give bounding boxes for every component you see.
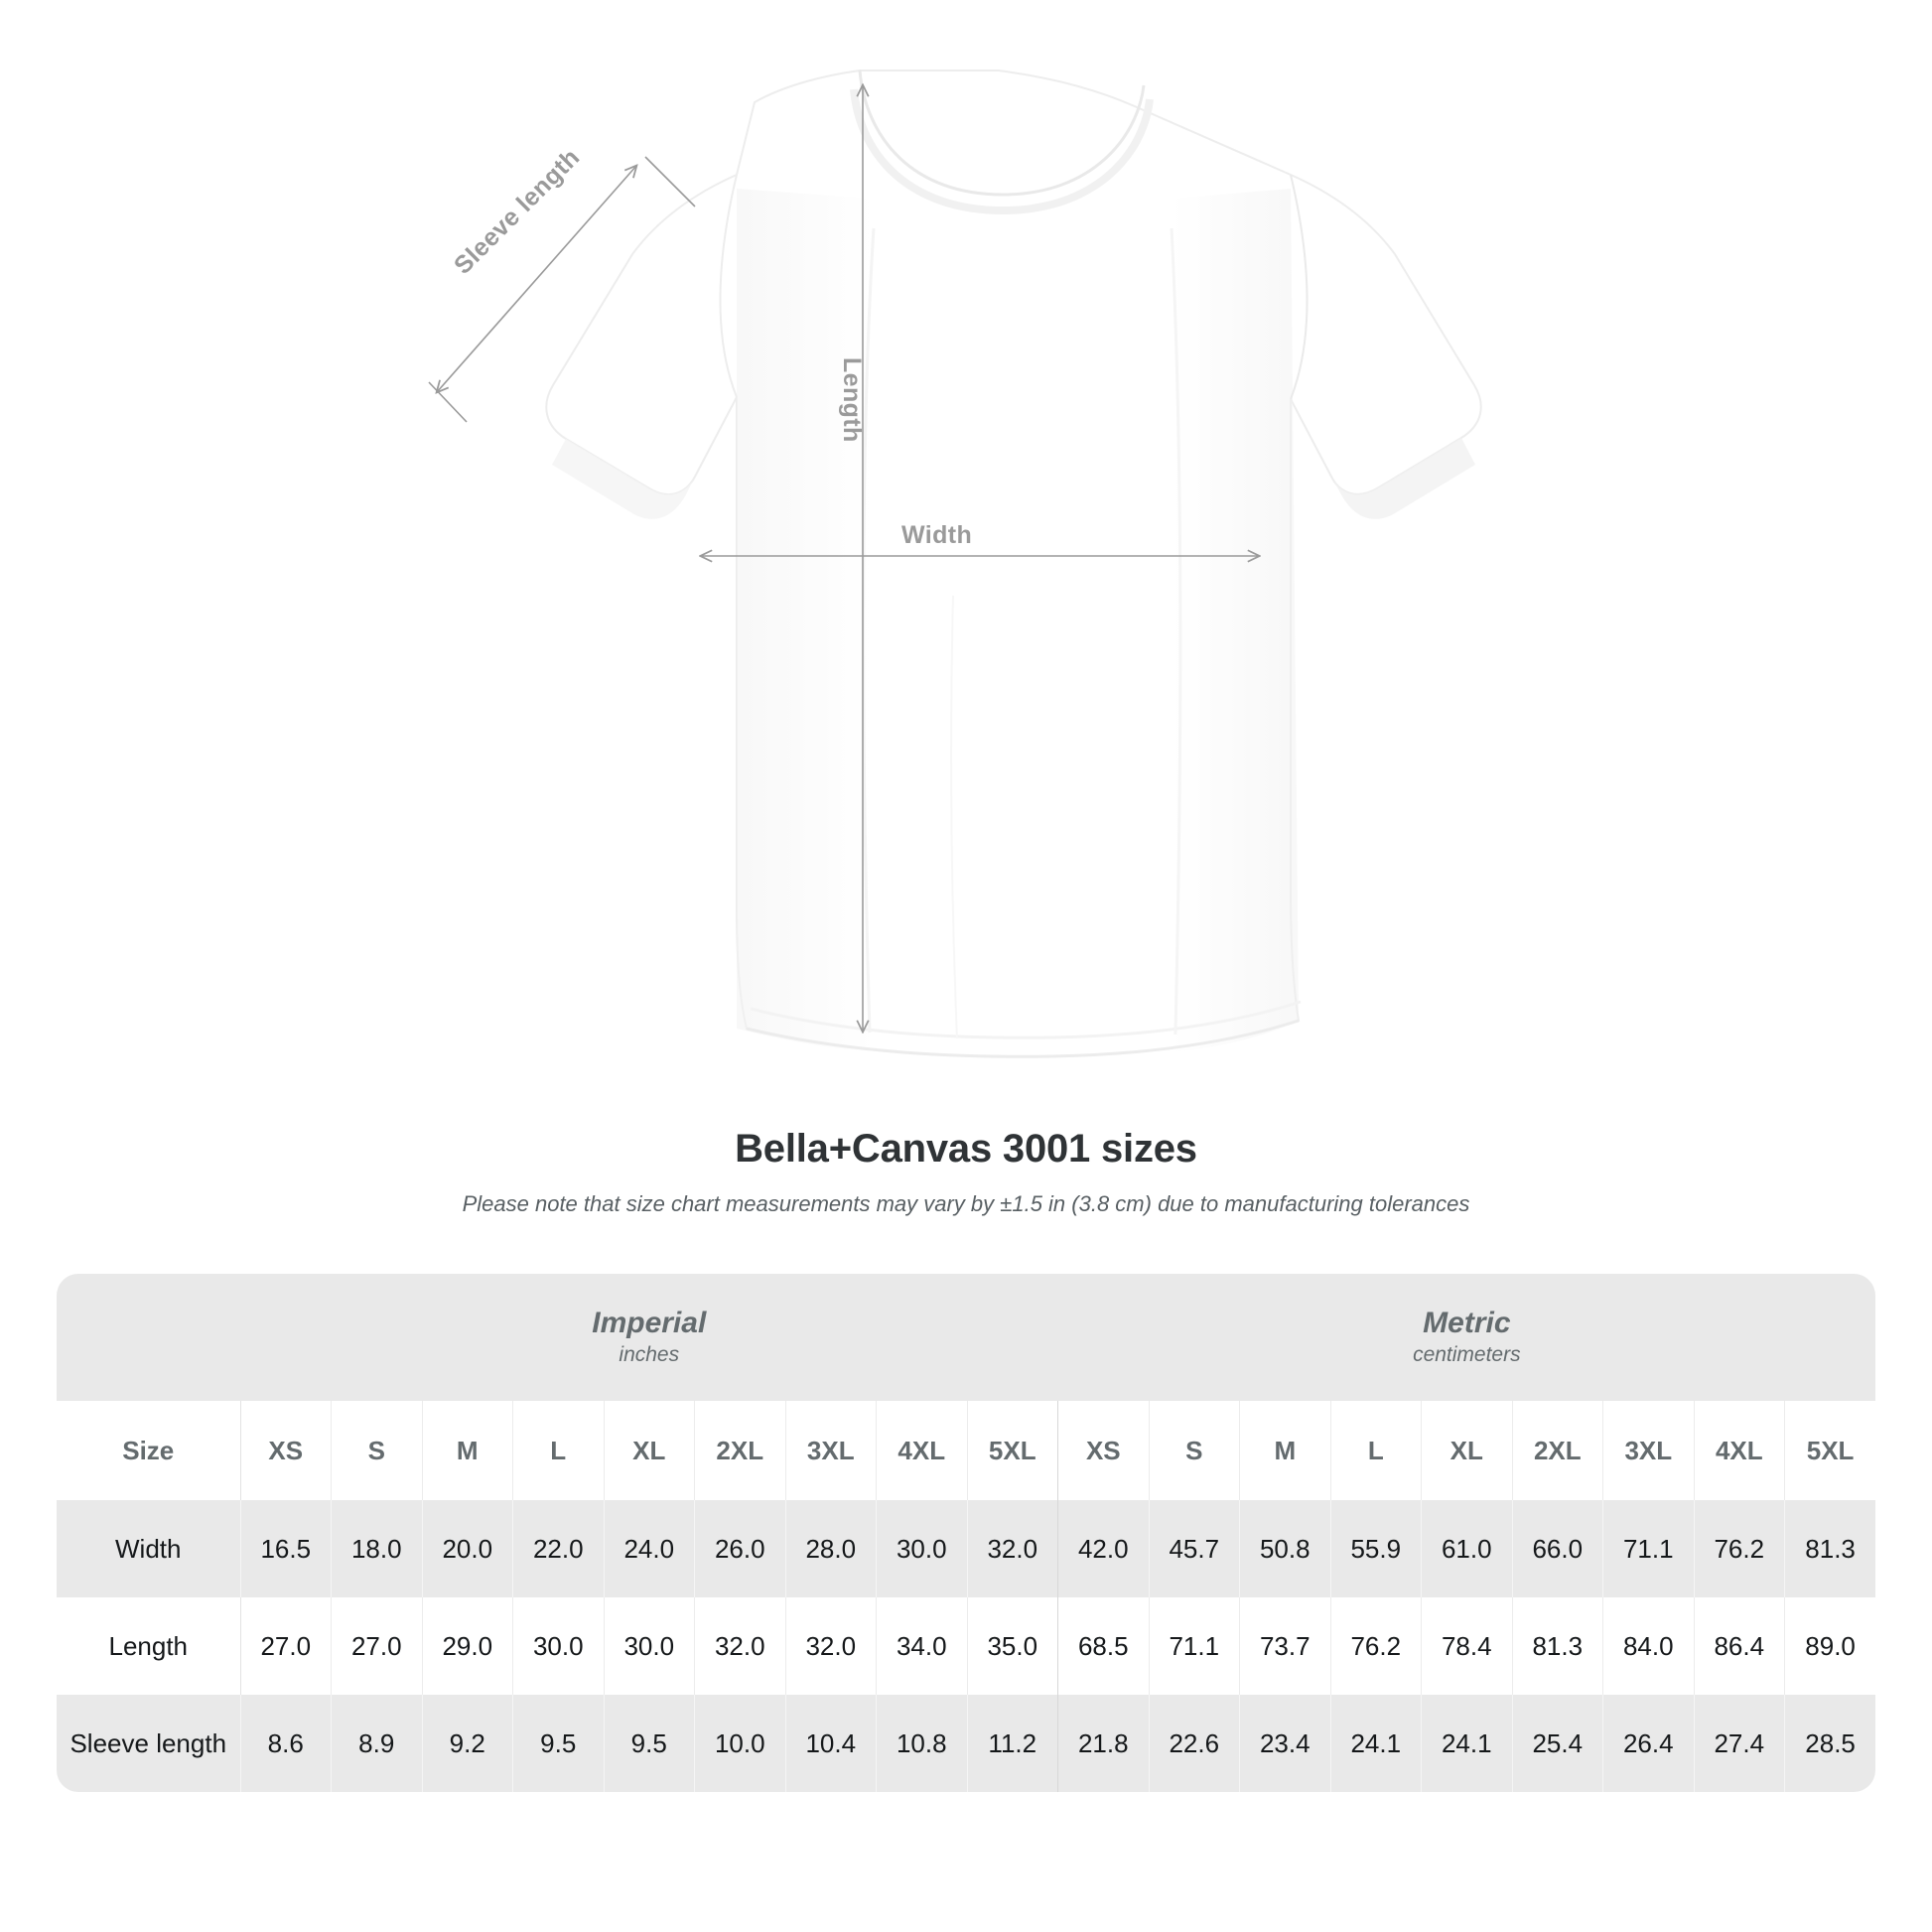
size-header-5xl-imp: 5XL [967, 1401, 1059, 1500]
cell-sleeve-4: 9.5 [604, 1695, 695, 1792]
size-table-container: Imperial inches Metric centimeters Size … [57, 1274, 1875, 1792]
cell-width-10: 45.7 [1149, 1500, 1241, 1597]
size-header-xs-imp: XS [240, 1401, 332, 1500]
unit-row-spacer [57, 1274, 240, 1401]
size-header-m-met: M [1239, 1401, 1331, 1500]
cell-length-4: 30.0 [604, 1597, 695, 1695]
cell-sleeve-12: 24.1 [1330, 1695, 1423, 1792]
cell-width-0: 16.5 [240, 1500, 332, 1597]
cell-sleeve-5: 10.0 [694, 1695, 786, 1792]
cell-width-7: 30.0 [876, 1500, 968, 1597]
size-header-l-met: L [1330, 1401, 1423, 1500]
row-label-length: Length [57, 1597, 241, 1695]
cell-width-6: 28.0 [785, 1500, 877, 1597]
cell-sleeve-10: 22.6 [1149, 1695, 1241, 1792]
cell-width-13: 61.0 [1421, 1500, 1513, 1597]
width-dimension-label: Width [901, 521, 973, 549]
size-header-l-imp: L [512, 1401, 605, 1500]
tshirt-silhouette [545, 69, 1482, 1058]
cell-length-3: 30.0 [512, 1597, 605, 1695]
tshirt-diagram: Sleeve length Length Width [428, 69, 1482, 1058]
cell-width-15: 71.1 [1602, 1500, 1695, 1597]
unit-imperial-sub: inches [619, 1342, 680, 1366]
size-header-4xl-met: 4XL [1694, 1401, 1786, 1500]
cell-length-9: 68.5 [1057, 1597, 1150, 1695]
cell-sleeve-8: 11.2 [967, 1695, 1059, 1792]
row-label-width: Width [57, 1500, 241, 1597]
cell-length-11: 73.7 [1239, 1597, 1331, 1695]
cell-sleeve-14: 25.4 [1512, 1695, 1604, 1792]
cell-sleeve-17: 28.5 [1784, 1695, 1875, 1792]
unit-metric-sub: centimeters [1413, 1342, 1521, 1366]
cell-sleeve-7: 10.8 [876, 1695, 968, 1792]
size-header-s-met: S [1149, 1401, 1241, 1500]
cell-length-7: 34.0 [876, 1597, 968, 1695]
cell-length-6: 32.0 [785, 1597, 877, 1695]
cell-width-1: 18.0 [331, 1500, 423, 1597]
table-row: Width 16.5 18.0 20.0 22.0 24.0 26.0 28.0… [57, 1500, 1875, 1597]
cell-width-12: 55.9 [1330, 1500, 1423, 1597]
cell-width-4: 24.0 [604, 1500, 695, 1597]
cell-width-5: 26.0 [694, 1500, 786, 1597]
size-header-xl-met: XL [1421, 1401, 1513, 1500]
page-title: Bella+Canvas 3001 sizes [735, 1127, 1197, 1171]
unit-imperial-cell: Imperial inches [240, 1274, 1058, 1401]
cell-length-17: 89.0 [1784, 1597, 1875, 1695]
size-header-2xl-imp: 2XL [694, 1401, 786, 1500]
cell-width-11: 50.8 [1239, 1500, 1331, 1597]
unit-metric-name: Metric [1423, 1307, 1511, 1340]
unit-imperial-name: Imperial [592, 1307, 707, 1340]
unit-metric-cell: Metric centimeters [1057, 1274, 1875, 1401]
length-dimension-label: Length [838, 357, 866, 443]
row-label-sleeve-length: Sleeve length [57, 1695, 241, 1792]
tolerance-note: Please note that size chart measurements… [462, 1191, 1470, 1216]
cell-width-14: 66.0 [1512, 1500, 1604, 1597]
size-header-m-imp: M [422, 1401, 513, 1500]
cell-width-9: 42.0 [1057, 1500, 1150, 1597]
size-header-s-imp: S [331, 1401, 423, 1500]
cell-length-12: 76.2 [1330, 1597, 1423, 1695]
cell-width-16: 76.2 [1694, 1500, 1786, 1597]
cell-length-14: 81.3 [1512, 1597, 1604, 1695]
dimension-lines [428, 85, 1259, 1032]
cell-length-10: 71.1 [1149, 1597, 1241, 1695]
cell-sleeve-13: 24.1 [1421, 1695, 1513, 1792]
cell-width-8: 32.0 [967, 1500, 1059, 1597]
size-header-3xl-imp: 3XL [785, 1401, 877, 1500]
size-header-2xl-met: 2XL [1512, 1401, 1604, 1500]
unit-system-row: Imperial inches Metric centimeters [57, 1274, 1875, 1401]
cell-length-8: 35.0 [967, 1597, 1059, 1695]
size-header-4xl-imp: 4XL [876, 1401, 968, 1500]
cell-length-2: 29.0 [422, 1597, 513, 1695]
cell-width-17: 81.3 [1784, 1500, 1875, 1597]
table-row: Length 27.0 27.0 29.0 30.0 30.0 32.0 32.… [57, 1597, 1875, 1695]
cell-sleeve-0: 8.6 [240, 1695, 332, 1792]
size-header-label: Size [57, 1401, 241, 1500]
size-header-xl-imp: XL [604, 1401, 695, 1500]
size-header-xs-met: XS [1057, 1401, 1150, 1500]
size-header-row: Size XS S M L XL 2XL 3XL 4XL 5XL XS S M … [57, 1401, 1875, 1500]
title-block: Bella+Canvas 3001 sizes Please note that… [0, 1127, 1932, 1217]
cell-length-13: 78.4 [1421, 1597, 1513, 1695]
cell-sleeve-1: 8.9 [331, 1695, 423, 1792]
cell-sleeve-3: 9.5 [512, 1695, 605, 1792]
cell-sleeve-9: 21.8 [1057, 1695, 1150, 1792]
size-table: Imperial inches Metric centimeters Size … [57, 1274, 1875, 1792]
cell-sleeve-2: 9.2 [422, 1695, 513, 1792]
cell-length-0: 27.0 [240, 1597, 332, 1695]
size-header-3xl-met: 3XL [1602, 1401, 1695, 1500]
table-row: Sleeve length 8.6 8.9 9.2 9.5 9.5 10.0 1… [57, 1695, 1875, 1792]
cell-length-5: 32.0 [694, 1597, 786, 1695]
cell-length-16: 86.4 [1694, 1597, 1786, 1695]
cell-width-3: 22.0 [512, 1500, 605, 1597]
cell-width-2: 20.0 [422, 1500, 513, 1597]
cell-sleeve-6: 10.4 [785, 1695, 877, 1792]
cell-length-1: 27.0 [331, 1597, 423, 1695]
size-header-5xl-met: 5XL [1784, 1401, 1875, 1500]
cell-sleeve-11: 23.4 [1239, 1695, 1331, 1792]
cell-length-15: 84.0 [1602, 1597, 1695, 1695]
cell-sleeve-15: 26.4 [1602, 1695, 1695, 1792]
cell-sleeve-16: 27.4 [1694, 1695, 1786, 1792]
